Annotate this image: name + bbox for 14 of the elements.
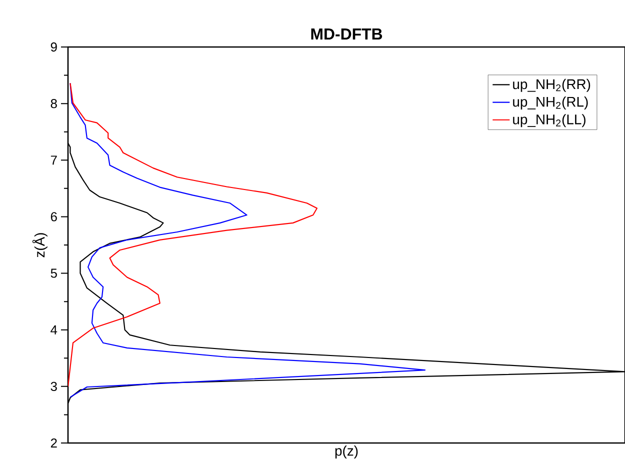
y-tick-label: 4 [50,325,58,334]
legend-label: up_NH$_{2}$(LL) [513,114,586,128]
y-axis-title: z(Å) [32,233,48,258]
y-tick-label: 9 [50,42,57,52]
legend-label: up_NH$_{2}$(RL) [513,96,588,110]
y-tick-label: 6 [50,212,57,222]
y-tick-label: 2 [50,438,57,448]
y-tick-label: 7 [50,156,57,165]
y-tick-label: 3 [50,382,57,392]
legend-label: up_NH$_{2}$(RR) [513,78,590,92]
x-axis-title: p(z) [335,446,358,459]
chart-title: MD-DFTB [311,28,382,40]
y-tick-label: 5 [50,268,57,278]
y-tick-label: 8 [50,98,57,108]
